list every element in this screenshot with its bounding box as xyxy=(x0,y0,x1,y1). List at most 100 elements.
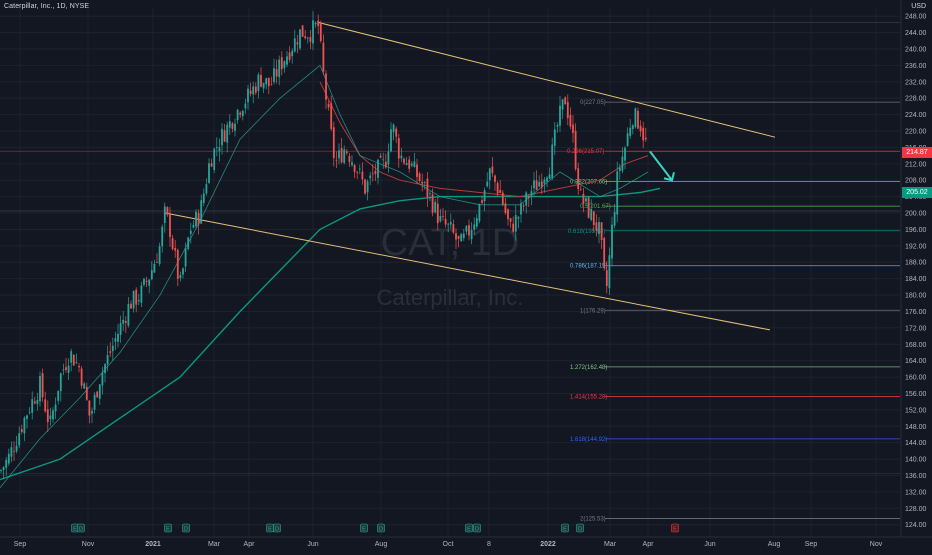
candle-body xyxy=(314,22,317,25)
candle-body xyxy=(538,182,541,187)
y-tick-label: 232.00 xyxy=(905,79,927,86)
event-marker-bg xyxy=(273,523,281,533)
candle-body xyxy=(637,110,639,129)
fib-level-label: 0.5(201.67) xyxy=(580,204,611,210)
event-marker: D xyxy=(576,523,584,533)
x-tick-label: 8 xyxy=(487,541,491,548)
candle-body xyxy=(104,364,106,374)
event-marker-bg xyxy=(561,523,569,533)
currency-label: USD xyxy=(911,3,926,10)
trendline-upper xyxy=(317,21,776,138)
candle-body xyxy=(449,222,452,225)
candle-body xyxy=(564,97,567,105)
candle-body xyxy=(179,275,182,278)
candle-body xyxy=(202,193,205,204)
candle-body xyxy=(403,158,405,164)
event-marker-bg xyxy=(360,523,368,533)
y-tick-label: 224.00 xyxy=(905,112,927,119)
x-tick-label: Mar xyxy=(208,541,221,548)
y-tick-label: 208.00 xyxy=(905,178,927,185)
candle-body xyxy=(553,129,556,146)
candle-body xyxy=(114,338,117,342)
candle-body xyxy=(509,218,512,222)
candle-body xyxy=(182,268,184,275)
candle-body xyxy=(205,184,208,194)
y-tick-label: 184.00 xyxy=(905,276,927,283)
candle-body xyxy=(72,354,75,366)
event-marker-bg xyxy=(182,523,190,533)
candle-body xyxy=(525,192,528,206)
time-axis-bg xyxy=(0,537,932,550)
event-marker-label: E xyxy=(362,527,366,533)
candle-body xyxy=(590,208,593,220)
candle-body xyxy=(291,50,294,57)
candle-body xyxy=(244,103,247,109)
candle-body xyxy=(507,209,509,220)
price-axis[interactable]: 124.00 128.00 132.00 136.00 140.00 144.00 148.… xyxy=(900,0,932,550)
y-tick-label: 156.00 xyxy=(905,391,927,398)
y-tick-label: 152.00 xyxy=(905,407,927,414)
ma-mid-line xyxy=(319,81,649,198)
candle-body xyxy=(262,82,265,89)
candle-body xyxy=(330,103,333,130)
candle-body xyxy=(153,263,156,273)
y-tick-label: 148.00 xyxy=(905,424,927,431)
x-tick-label: Sep xyxy=(805,541,818,548)
candle-body xyxy=(286,56,288,65)
candle-body xyxy=(387,151,390,165)
event-marker-label: D xyxy=(275,527,279,533)
candle-body xyxy=(213,148,216,170)
y-tick-label: 128.00 xyxy=(905,506,927,513)
y-tick-label: 220.00 xyxy=(905,129,927,136)
candle-body xyxy=(283,61,286,69)
x-tick-label: Oct xyxy=(443,541,454,548)
candle-body xyxy=(288,52,291,60)
candle-body xyxy=(78,365,80,368)
candle-body xyxy=(595,222,598,231)
trendlines[interactable] xyxy=(164,21,776,331)
candle-body xyxy=(143,278,145,285)
candle-body xyxy=(221,128,223,146)
candle-body xyxy=(447,223,450,225)
event-marker: D xyxy=(77,523,85,533)
candle-body xyxy=(390,129,392,152)
x-tick-label: Apr xyxy=(244,541,256,548)
time-axis[interactable]: Sep Nov 2021 Mar Apr Jun Aug Oct 8 2022 Mar Apr Jun A… xyxy=(0,536,932,550)
candle-body xyxy=(600,222,603,241)
x-tick-label: Aug xyxy=(375,541,388,548)
candle-body xyxy=(91,410,93,414)
candle-body xyxy=(28,411,31,413)
candle-body xyxy=(429,193,431,194)
arrow-head xyxy=(663,171,675,182)
last-price-tag: 214.87 xyxy=(902,146,932,158)
arrow-drawing[interactable] xyxy=(649,150,675,182)
event-marker-bg xyxy=(77,523,85,533)
candle-body xyxy=(106,355,109,365)
fib-level-label: 0.618(195.68) xyxy=(568,229,605,235)
candle-body xyxy=(405,163,408,166)
candle-body xyxy=(117,334,119,342)
candle-body xyxy=(101,372,104,386)
event-marker-label: E xyxy=(563,527,567,533)
fib-level-label: 1.414(155.28) xyxy=(570,394,607,400)
candle-body xyxy=(80,368,83,386)
candle-body xyxy=(85,386,88,400)
candle-body xyxy=(436,203,439,224)
candle-body xyxy=(254,86,257,93)
candle-body xyxy=(148,279,151,286)
candle-body xyxy=(210,163,213,167)
candle-body xyxy=(273,68,275,83)
event-marker-label: E xyxy=(467,527,471,533)
fib-retracement[interactable]: 0(227.05)0.236(215.07)0.382(207.66)0.5(2… xyxy=(0,22,900,522)
candle-body xyxy=(530,191,533,196)
candle-body xyxy=(551,144,554,179)
y-tick-label: 144.00 xyxy=(905,440,927,447)
candle-body xyxy=(41,373,44,398)
event-marker: E xyxy=(360,523,368,533)
candle-body xyxy=(556,125,559,127)
candle-body xyxy=(642,127,645,141)
candle-body xyxy=(265,78,268,85)
